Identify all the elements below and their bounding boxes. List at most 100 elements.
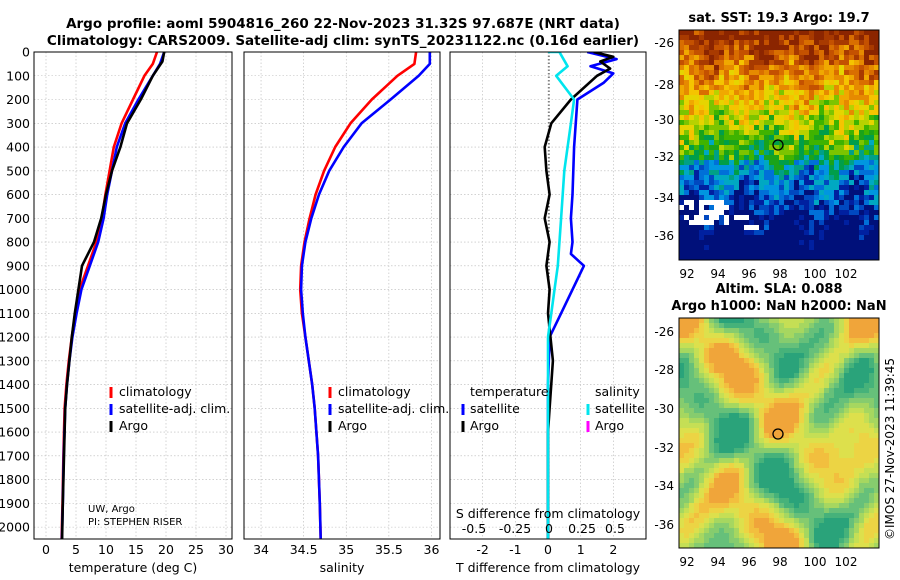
sst-cell bbox=[744, 215, 749, 220]
sst-cell bbox=[709, 140, 714, 145]
sst-cell bbox=[799, 55, 804, 60]
sla-cell bbox=[754, 398, 759, 403]
sst-cell bbox=[739, 35, 744, 40]
sst-cell bbox=[719, 55, 724, 60]
sst-cell bbox=[704, 180, 709, 185]
sla-cell bbox=[759, 498, 764, 503]
sst-cell bbox=[714, 255, 719, 260]
sst-cell bbox=[869, 125, 874, 130]
sla-cell bbox=[744, 433, 749, 438]
sla-cell bbox=[734, 408, 739, 413]
sst-cell bbox=[694, 255, 699, 260]
sst-cell bbox=[819, 90, 824, 95]
sla-cell bbox=[799, 418, 804, 423]
sla-cell bbox=[844, 373, 849, 378]
sst-cell bbox=[814, 130, 819, 135]
sst-cell bbox=[684, 70, 689, 75]
sst-cell bbox=[764, 155, 769, 160]
sla-cell bbox=[834, 363, 839, 368]
sst-cell bbox=[804, 170, 809, 175]
sla-cell bbox=[774, 463, 779, 468]
sla-cell bbox=[854, 343, 859, 348]
sla-cell bbox=[699, 358, 704, 363]
sst-cell bbox=[789, 205, 794, 210]
sla-cell bbox=[839, 343, 844, 348]
sla-cell bbox=[744, 488, 749, 493]
sst-cell bbox=[784, 115, 789, 120]
sst-cell bbox=[699, 210, 704, 215]
sla-cell bbox=[699, 368, 704, 373]
sla-cell bbox=[764, 488, 769, 493]
sst-cell bbox=[874, 125, 879, 130]
sst-cell bbox=[839, 215, 844, 220]
sst-cell bbox=[699, 60, 704, 65]
sla-cell bbox=[774, 338, 779, 343]
sla-cell bbox=[814, 478, 819, 483]
sst-cell bbox=[754, 135, 759, 140]
sst-cell bbox=[684, 55, 689, 60]
sst-cell bbox=[694, 195, 699, 200]
sla-cell bbox=[739, 353, 744, 358]
sst-cell bbox=[804, 120, 809, 125]
sst-lon-label: 96 bbox=[741, 267, 756, 281]
sst-cell bbox=[699, 110, 704, 115]
sla-cell bbox=[794, 463, 799, 468]
sla-cell bbox=[714, 408, 719, 413]
sst-cell bbox=[779, 70, 784, 75]
sst-cell bbox=[729, 180, 734, 185]
sst-cell bbox=[834, 130, 839, 135]
sla-cell bbox=[794, 523, 799, 528]
sst-cell bbox=[759, 110, 764, 115]
sst-cell bbox=[704, 80, 709, 85]
sst-cell bbox=[724, 225, 729, 230]
sla-cell bbox=[704, 368, 709, 373]
x-tick-label: 34.5 bbox=[290, 542, 318, 557]
sla-cell bbox=[864, 523, 869, 528]
sst-cell bbox=[714, 125, 719, 130]
sst-cell bbox=[819, 50, 824, 55]
sst-cell bbox=[874, 40, 879, 45]
sla-cell bbox=[764, 473, 769, 478]
sla-cell bbox=[829, 368, 834, 373]
sst-cell bbox=[804, 220, 809, 225]
sst-cell bbox=[779, 175, 784, 180]
sla-cell bbox=[724, 413, 729, 418]
sla-cell bbox=[774, 453, 779, 458]
sla-cell bbox=[819, 328, 824, 333]
sla-cell bbox=[694, 318, 699, 323]
sst-cell bbox=[834, 140, 839, 145]
sla-cell bbox=[734, 443, 739, 448]
sla-cell bbox=[804, 478, 809, 483]
sst-cell bbox=[824, 140, 829, 145]
sla-cell bbox=[709, 473, 714, 478]
sla-cell bbox=[824, 403, 829, 408]
sla-title: Altim. SLA: 0.088 bbox=[716, 282, 843, 297]
sla-cell bbox=[729, 508, 734, 513]
sst-cell bbox=[744, 105, 749, 110]
sla-cell bbox=[709, 383, 714, 388]
sla-cell bbox=[759, 503, 764, 508]
sst-cell bbox=[739, 145, 744, 150]
sst-cell bbox=[864, 250, 869, 255]
sst-cell bbox=[839, 105, 844, 110]
sst-cell bbox=[804, 165, 809, 170]
sla-cell bbox=[704, 488, 709, 493]
sst-cell bbox=[854, 85, 859, 90]
sst-cell bbox=[834, 250, 839, 255]
sla-cell bbox=[719, 393, 724, 398]
sla-cell bbox=[799, 453, 804, 458]
sla-cell bbox=[754, 393, 759, 398]
sla-cell bbox=[729, 433, 734, 438]
sla-cell bbox=[779, 418, 784, 423]
sla-cell bbox=[794, 373, 799, 378]
sst-lat-label: -26 bbox=[654, 36, 674, 50]
sst-cell bbox=[844, 250, 849, 255]
sla-cell bbox=[749, 473, 754, 478]
sla-cell bbox=[704, 403, 709, 408]
sst-cell bbox=[694, 135, 699, 140]
sst-cell bbox=[809, 190, 814, 195]
sla-cell bbox=[689, 433, 694, 438]
sla-cell bbox=[874, 328, 879, 333]
sst-cell bbox=[819, 55, 824, 60]
sst-cell bbox=[839, 150, 844, 155]
